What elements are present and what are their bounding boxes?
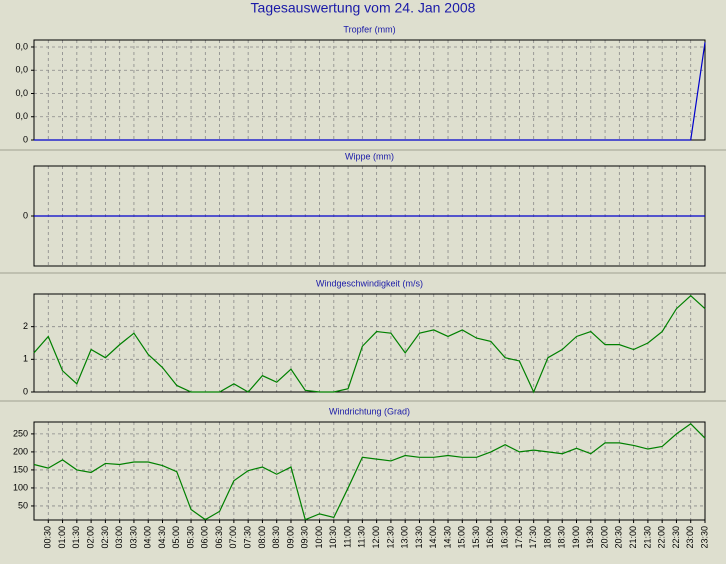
x-tick-label: 02:00 bbox=[85, 526, 95, 549]
x-tick-label: 11:00 bbox=[342, 526, 352, 548]
x-tick-label: 14:30 bbox=[442, 526, 452, 549]
x-tick-label: 04:00 bbox=[143, 526, 153, 549]
x-tick-label: 18:00 bbox=[542, 526, 552, 549]
x-tick-label: 06:30 bbox=[214, 526, 224, 549]
x-tick-label: 10:00 bbox=[314, 526, 324, 549]
x-tick-label: 09:30 bbox=[300, 526, 310, 549]
x-tick-label: 06:00 bbox=[200, 526, 210, 549]
x-tick-label: 00:30 bbox=[43, 526, 53, 549]
x-tick-label: 18:30 bbox=[557, 526, 567, 549]
y-tick-label: 150 bbox=[13, 464, 28, 474]
x-tick-label: 20:00 bbox=[599, 526, 609, 549]
x-tick-label: 05:30 bbox=[185, 526, 195, 549]
y-tick-label: 2 bbox=[23, 321, 28, 331]
y-tick-label: 50 bbox=[18, 500, 28, 510]
y-tick-label: 0 bbox=[23, 386, 28, 396]
x-tick-label: 01:30 bbox=[71, 526, 81, 549]
x-tick-label: 08:00 bbox=[257, 526, 267, 549]
x-tick-label: 17:30 bbox=[528, 526, 538, 549]
x-tick-label: 16:00 bbox=[485, 526, 495, 549]
y-tick-label: 1 bbox=[23, 354, 28, 364]
data-line bbox=[34, 42, 706, 141]
x-tick-label: 13:00 bbox=[400, 526, 410, 549]
y-tick-label: 0,0 bbox=[15, 111, 28, 121]
x-tick-label: 22:00 bbox=[657, 526, 667, 549]
y-tick-label: 0,0 bbox=[15, 88, 28, 98]
y-tick-label: 0 bbox=[23, 134, 28, 144]
x-tick-label: 04:30 bbox=[157, 526, 167, 549]
y-tick-label: 0 bbox=[23, 210, 28, 220]
x-tick-label: 08:30 bbox=[271, 526, 281, 549]
panel-title: Windrichtung (Grad) bbox=[329, 406, 410, 416]
x-tick-label: 22:30 bbox=[671, 526, 681, 549]
x-tick-label: 07:00 bbox=[228, 526, 238, 549]
x-tick-label: 09:00 bbox=[285, 526, 295, 549]
plot-frame bbox=[33, 293, 706, 393]
x-tick-label: 03:30 bbox=[128, 526, 138, 549]
x-tick-label: 23:00 bbox=[685, 526, 695, 549]
x-tick-label: 12:00 bbox=[371, 526, 381, 549]
x-tick-label: 19:00 bbox=[571, 526, 581, 549]
x-tick-label: 16:30 bbox=[500, 526, 510, 549]
x-tick-label: 19:30 bbox=[585, 526, 595, 549]
x-tick-label: 20:30 bbox=[614, 526, 624, 549]
x-tick-label: 10:30 bbox=[328, 526, 338, 549]
x-tick-label: 01:00 bbox=[57, 526, 67, 549]
page-title: Tagesauswertung vom 24. Jan 2008 bbox=[251, 0, 476, 16]
x-tick-label: 21:30 bbox=[642, 526, 652, 549]
x-tick-label: 12:30 bbox=[385, 526, 395, 549]
x-tick-label: 07:30 bbox=[243, 526, 253, 549]
x-tick-label: 17:00 bbox=[514, 526, 524, 549]
panel-title: Windgeschwindigkeit (m/s) bbox=[316, 278, 423, 288]
data-line bbox=[33, 294, 706, 394]
y-tick-label: 250 bbox=[13, 428, 28, 438]
x-tick-label: 15:30 bbox=[471, 526, 481, 549]
plot-frame bbox=[33, 421, 706, 521]
x-tick-label: 23:30 bbox=[699, 526, 709, 549]
x-tick-label: 21:00 bbox=[628, 526, 638, 549]
x-tick-label: 14:00 bbox=[428, 526, 438, 549]
panel-title: Tropfer (mm) bbox=[343, 24, 395, 34]
x-tick-label: 13:30 bbox=[414, 526, 424, 549]
x-tick-label: 03:00 bbox=[114, 526, 124, 549]
data-line bbox=[33, 423, 706, 521]
x-tick-label: 05:00 bbox=[171, 526, 181, 549]
x-tick-label: 11:30 bbox=[357, 526, 367, 548]
panel-title: Wippe (mm) bbox=[345, 151, 394, 161]
x-tick-label: 15:00 bbox=[457, 526, 467, 549]
y-tick-label: 200 bbox=[13, 446, 28, 456]
y-tick-label: 0,0 bbox=[15, 65, 28, 75]
y-tick-label: 0,0 bbox=[15, 41, 28, 51]
x-tick-label: 02:30 bbox=[100, 526, 110, 549]
y-tick-label: 100 bbox=[13, 482, 28, 492]
